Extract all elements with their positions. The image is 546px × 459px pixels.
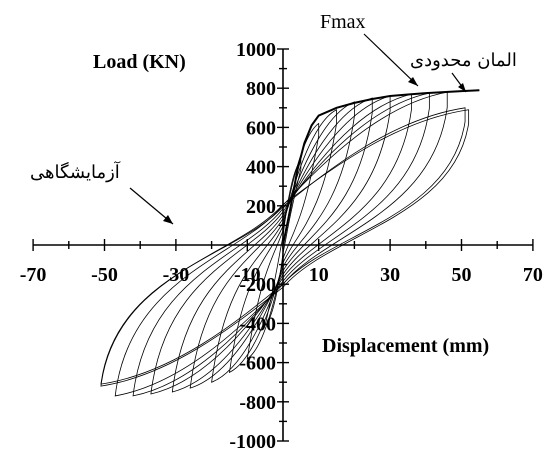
hysteresis-loop	[246, 122, 320, 360]
annotation-fmax: Fmax	[320, 11, 366, 33]
x-tick-label: -30	[163, 264, 190, 286]
fe-envelope	[282, 89, 480, 246]
arrowhead-fmax	[408, 77, 418, 86]
x-tick-label: 50	[452, 264, 472, 286]
y-tick-label: -600	[239, 353, 276, 375]
x-tick-label: -50	[91, 264, 118, 286]
hysteresis-loop	[228, 109, 337, 374]
y-tick-label: -800	[239, 392, 276, 414]
y-tick-label: -400	[239, 313, 276, 335]
y-axis-title: Load (KN)	[93, 51, 186, 73]
y-tick-label: 400	[246, 157, 276, 179]
x-tick-label: -70	[20, 264, 47, 286]
y-tick-label: 800	[246, 78, 276, 100]
fe-envelope-line	[282, 89, 480, 246]
annotation-experimental: آزمایشگاهی	[30, 161, 121, 183]
y-tick-label: -200	[239, 274, 276, 296]
tick-labels: -70 -50 -30 -10 10 30 50 70 1000 800 600 400 200 -200…	[20, 39, 543, 453]
x-tick-label: 30	[380, 264, 400, 286]
annotation-fe: المان محدودی	[410, 50, 517, 71]
x-tick-label: 70	[523, 264, 543, 286]
ticks	[32, 48, 534, 442]
y-tick-label: 200	[246, 196, 276, 218]
hysteresis-loop	[132, 92, 430, 397]
hysteresis-loop	[189, 97, 373, 389]
y-tick-label: -1000	[229, 431, 276, 453]
annotations: Fmax المان محدودی آزمایشگاهی	[30, 11, 517, 225]
x-tick-label: -10	[234, 264, 261, 286]
hysteresis-loop	[100, 109, 470, 387]
arrowhead-experimental	[163, 215, 173, 224]
y-tick-label: 600	[246, 117, 276, 139]
arrowhead-fe	[458, 83, 466, 92]
x-axis-title: Displacement (mm)	[322, 335, 489, 357]
x-tick-label: 10	[309, 264, 329, 286]
y-tick-label: 1000	[236, 39, 276, 61]
arrow-fmax	[363, 33, 419, 87]
